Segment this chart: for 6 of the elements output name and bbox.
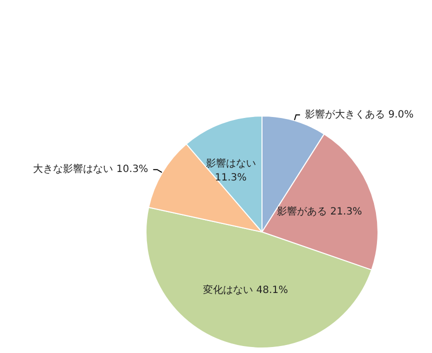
slice-label: 大きな影響はない 10.3% [33,163,148,176]
slice-label: 影響が大きくある 9.0% [305,108,414,120]
slice-label: 影響がある 21.3% [277,205,362,218]
slice-label: 影響はない [206,157,256,170]
slice-label: 変化はない 48.1% [203,284,288,296]
data-label: 11.3% [214,172,247,184]
